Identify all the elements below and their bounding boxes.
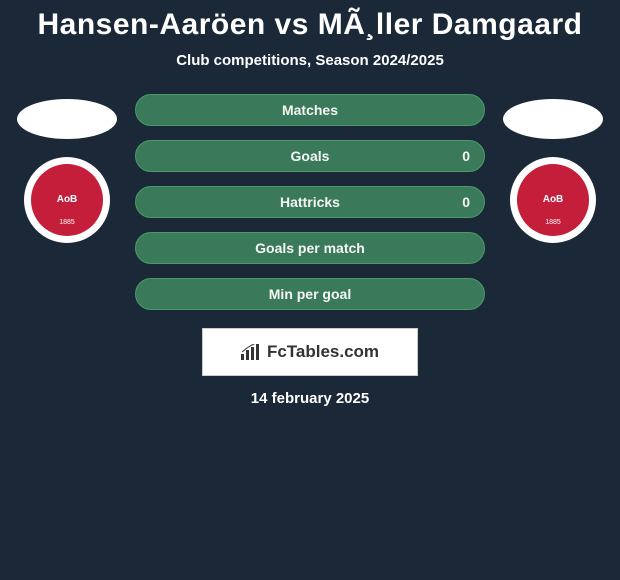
right-player-side: AoB 1885 xyxy=(503,94,603,243)
right-badge-year: 1885 xyxy=(545,219,561,226)
subtitle: Club competitions, Season 2024/2025 xyxy=(0,52,620,69)
stat-value-right: 0 xyxy=(462,194,470,210)
right-player-avatar-placeholder xyxy=(503,99,603,139)
left-badge-year: 1885 xyxy=(59,219,75,226)
left-player-avatar-placeholder xyxy=(17,99,117,139)
chart-icon xyxy=(241,344,261,360)
stat-bar-goals-per-match: Goals per match xyxy=(135,232,485,264)
date-text: 14 february 2025 xyxy=(251,390,369,407)
stat-label: Goals xyxy=(291,148,330,164)
left-club-badge-inner: AoB 1885 xyxy=(31,164,103,236)
stat-label: Hattricks xyxy=(280,194,340,210)
left-player-side: AoB 1885 xyxy=(17,94,117,243)
branding-text: FcTables.com xyxy=(267,342,379,362)
right-club-badge: AoB 1885 xyxy=(510,157,596,243)
stats-list: Matches Goals 0 Hattricks 0 Goals per ma… xyxy=(135,94,485,310)
right-badge-text: AoB xyxy=(543,195,564,205)
footer: FcTables.com 14 february 2025 xyxy=(0,328,620,407)
branding-box[interactable]: FcTables.com xyxy=(202,328,418,376)
stat-label: Matches xyxy=(282,102,338,118)
left-club-badge: AoB 1885 xyxy=(24,157,110,243)
stat-value-right: 0 xyxy=(462,148,470,164)
left-badge-text: AoB xyxy=(57,195,78,205)
stat-bar-min-per-goal: Min per goal xyxy=(135,278,485,310)
stat-bar-matches: Matches xyxy=(135,94,485,126)
stat-bar-goals: Goals 0 xyxy=(135,140,485,172)
page-title: Hansen-Aaröen vs MÃ¸ller Damgaard xyxy=(0,8,620,42)
stat-bar-hattricks: Hattricks 0 xyxy=(135,186,485,218)
stat-label: Goals per match xyxy=(255,240,365,256)
comparison-area: AoB 1885 Matches Goals 0 Hattricks 0 Goa… xyxy=(0,94,620,310)
right-club-badge-inner: AoB 1885 xyxy=(517,164,589,236)
stat-label: Min per goal xyxy=(269,286,351,302)
